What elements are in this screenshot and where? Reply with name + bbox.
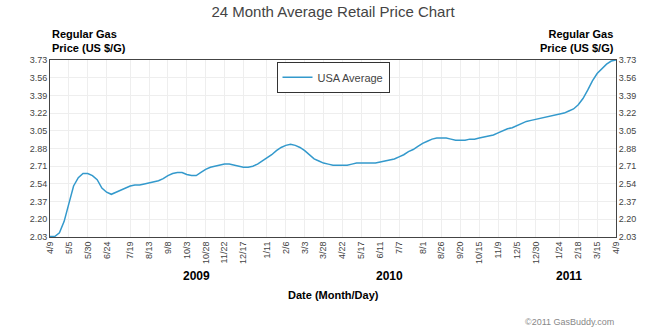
svg-text:2011: 2011 xyxy=(556,269,582,283)
svg-text:4/22: 4/22 xyxy=(337,242,347,260)
svg-text:12/5: 12/5 xyxy=(512,242,522,260)
svg-text:3.39: 3.39 xyxy=(30,91,48,101)
svg-text:2009: 2009 xyxy=(183,269,210,283)
svg-text:2.88: 2.88 xyxy=(30,144,48,154)
svg-text:2/6: 2/6 xyxy=(281,242,291,255)
svg-text:24 Month Average Retail Price: 24 Month Average Retail Price Chart xyxy=(211,3,455,20)
svg-text:3.56: 3.56 xyxy=(619,73,637,83)
svg-text:2.71: 2.71 xyxy=(30,161,48,171)
svg-text:6/24: 6/24 xyxy=(102,242,112,260)
svg-text:10/15: 10/15 xyxy=(474,242,484,265)
svg-text:7/7: 7/7 xyxy=(394,242,404,255)
svg-text:3/3: 3/3 xyxy=(300,242,310,255)
svg-text:2010: 2010 xyxy=(376,269,403,283)
svg-text:12/30: 12/30 xyxy=(531,242,541,265)
svg-text:2.88: 2.88 xyxy=(619,144,637,154)
svg-text:10/3: 10/3 xyxy=(182,242,192,260)
svg-text:2.03: 2.03 xyxy=(30,232,48,242)
svg-text:12/17: 12/17 xyxy=(238,242,248,265)
svg-text:8/13: 8/13 xyxy=(144,242,154,260)
svg-text:5/5: 5/5 xyxy=(64,242,74,255)
svg-text:11/22: 11/22 xyxy=(219,242,229,264)
svg-text:2.37: 2.37 xyxy=(30,197,48,207)
svg-text:2.03: 2.03 xyxy=(619,232,637,242)
svg-text:3.22: 3.22 xyxy=(30,108,48,118)
svg-text:3.73: 3.73 xyxy=(619,55,637,65)
svg-text:2.71: 2.71 xyxy=(619,161,637,171)
svg-text:1/11: 1/11 xyxy=(262,242,272,259)
svg-text:©2011 GasBuddy.com: ©2011 GasBuddy.com xyxy=(525,317,614,327)
svg-text:4/9: 4/9 xyxy=(45,242,55,255)
svg-text:3/15: 3/15 xyxy=(592,242,602,260)
svg-text:3.22: 3.22 xyxy=(619,108,637,118)
svg-text:9/8: 9/8 xyxy=(163,242,173,255)
svg-text:3.56: 3.56 xyxy=(30,73,48,83)
svg-text:USA Average: USA Average xyxy=(318,72,383,84)
svg-text:2.37: 2.37 xyxy=(619,197,637,207)
svg-text:2.54: 2.54 xyxy=(619,179,637,189)
svg-text:3.05: 3.05 xyxy=(30,126,48,136)
svg-text:2.54: 2.54 xyxy=(30,179,48,189)
svg-text:Date (Month/Day): Date (Month/Day) xyxy=(288,289,379,301)
svg-text:2.20: 2.20 xyxy=(619,214,637,224)
svg-text:3.05: 3.05 xyxy=(619,126,637,136)
svg-text:3.39: 3.39 xyxy=(619,91,637,101)
svg-text:10/28: 10/28 xyxy=(201,242,211,265)
svg-text:8/1: 8/1 xyxy=(418,242,428,255)
svg-text:2.20: 2.20 xyxy=(30,214,48,224)
svg-text:4/9: 4/9 xyxy=(611,242,621,255)
svg-text:2/18: 2/18 xyxy=(573,242,583,260)
svg-text:6/11: 6/11 xyxy=(375,242,385,259)
svg-text:5/30: 5/30 xyxy=(83,242,93,260)
svg-text:3/28: 3/28 xyxy=(318,242,328,260)
svg-text:9/20: 9/20 xyxy=(455,242,465,260)
svg-text:Regular GasPrice (US $/G): Regular GasPrice (US $/G) xyxy=(540,28,614,54)
svg-text:8/26: 8/26 xyxy=(436,242,446,260)
svg-text:7/19: 7/19 xyxy=(125,242,135,260)
svg-text:5/17: 5/17 xyxy=(356,242,366,260)
svg-text:1/24: 1/24 xyxy=(554,242,564,260)
svg-text:3.73: 3.73 xyxy=(30,55,48,65)
svg-text:11/9: 11/9 xyxy=(493,242,503,259)
svg-text:Regular GasPrice (US $/G): Regular GasPrice (US $/G) xyxy=(52,28,126,54)
